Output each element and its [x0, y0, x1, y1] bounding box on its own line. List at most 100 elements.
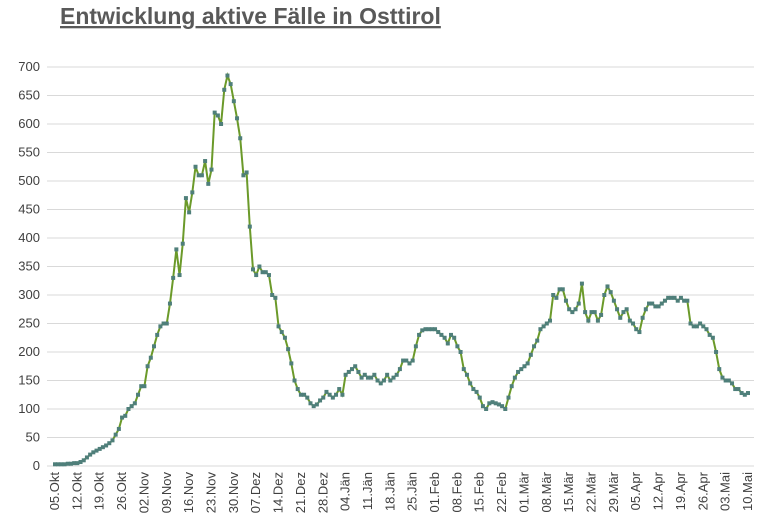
data-point	[423, 327, 428, 332]
data-point	[295, 387, 300, 392]
data-point	[445, 341, 450, 346]
x-tick-label: 09.Nov	[159, 472, 174, 514]
data-point	[350, 367, 354, 372]
data-point	[174, 247, 179, 252]
data-point	[512, 375, 517, 380]
x-tick-label: 01.Feb	[427, 472, 442, 512]
data-point	[742, 392, 747, 397]
data-point	[455, 344, 460, 349]
data-point	[161, 321, 166, 326]
data-point	[726, 378, 731, 383]
data-point	[212, 110, 217, 115]
data-point	[330, 395, 335, 400]
y-tick-label: 50	[26, 430, 40, 445]
data-point	[662, 298, 667, 303]
data-point	[678, 295, 683, 300]
x-tick-label: 29.Mär	[606, 471, 621, 512]
data-point	[541, 324, 546, 329]
data-point	[519, 367, 524, 372]
data-point	[528, 352, 533, 357]
data-point	[177, 273, 182, 278]
data-point	[286, 347, 291, 352]
x-tick-label: 05.Apr	[628, 471, 643, 510]
data-point	[228, 82, 233, 87]
data-point	[548, 318, 552, 323]
data-point	[535, 338, 540, 343]
data-point	[254, 273, 259, 278]
data-point	[257, 264, 262, 269]
data-point	[500, 404, 505, 409]
data-point	[723, 378, 728, 383]
data-point	[187, 210, 192, 215]
data-point	[452, 335, 457, 340]
data-point	[279, 330, 284, 335]
y-tick-label: 650	[18, 88, 40, 103]
data-point	[318, 398, 323, 403]
x-tick-label: 16.Nov	[181, 472, 196, 514]
data-point	[388, 378, 393, 383]
y-tick-label: 200	[18, 344, 40, 359]
data-point	[139, 384, 144, 389]
data-point	[365, 375, 370, 380]
data-point	[215, 113, 220, 118]
y-tick-label: 0	[33, 458, 40, 473]
data-point	[627, 318, 632, 323]
data-point	[340, 392, 345, 397]
data-point	[621, 310, 626, 315]
data-point	[75, 461, 80, 466]
data-point	[506, 395, 511, 400]
data-point	[650, 301, 655, 306]
y-tick-label: 550	[18, 145, 40, 160]
data-point	[490, 400, 495, 405]
y-tick-label: 600	[18, 116, 40, 131]
data-point	[180, 241, 185, 246]
data-point	[589, 310, 594, 315]
x-tick-label: 11.Jän	[360, 472, 375, 510]
data-point	[314, 402, 319, 407]
x-tick-label: 22.Feb	[494, 472, 509, 512]
data-point	[634, 327, 639, 332]
data-point	[464, 372, 469, 377]
data-point	[206, 181, 211, 186]
data-point	[120, 415, 125, 420]
data-point	[739, 391, 744, 396]
data-point	[289, 361, 294, 366]
data-point	[551, 293, 556, 297]
data-point	[436, 330, 441, 335]
data-point	[152, 344, 156, 349]
data-point	[653, 304, 658, 309]
data-point	[637, 330, 642, 335]
data-point	[155, 332, 160, 337]
x-tick-label: 01.Mär	[516, 471, 531, 512]
data-point	[698, 321, 703, 326]
y-tick-label: 150	[18, 373, 40, 388]
data-point	[487, 401, 492, 406]
data-point	[647, 301, 651, 306]
data-point	[397, 367, 402, 372]
data-point	[327, 392, 332, 397]
data-point	[260, 270, 265, 275]
data-point	[353, 364, 358, 369]
x-tick-label: 14.Dez	[271, 472, 286, 513]
data-point	[611, 298, 616, 303]
y-tick-label: 450	[18, 202, 40, 217]
y-tick-label: 400	[18, 230, 40, 245]
data-point	[413, 344, 418, 349]
data-point	[496, 402, 501, 407]
data-point	[449, 332, 453, 337]
data-point	[605, 284, 610, 289]
data-point	[276, 324, 281, 329]
data-point	[84, 455, 89, 460]
data-point	[126, 407, 131, 411]
data-point	[251, 267, 255, 272]
data-point	[270, 293, 275, 297]
data-point	[401, 358, 406, 363]
data-point	[493, 401, 498, 406]
data-point	[458, 350, 463, 354]
data-point	[334, 392, 339, 397]
data-point	[164, 321, 169, 326]
data-point	[116, 426, 121, 431]
data-point	[266, 273, 271, 278]
data-point	[113, 432, 118, 437]
data-point	[244, 170, 249, 175]
